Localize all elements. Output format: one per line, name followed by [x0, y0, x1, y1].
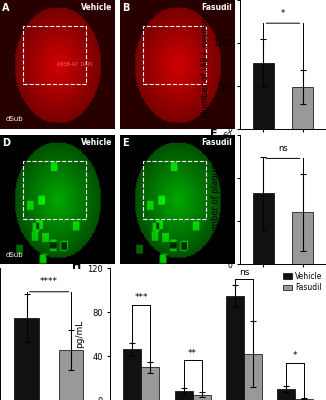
- Bar: [253, 193, 274, 264]
- Text: *: *: [281, 9, 285, 18]
- Bar: [59, 350, 83, 400]
- Text: E: E: [122, 138, 129, 148]
- Text: ns: ns: [278, 144, 288, 153]
- Bar: [244, 354, 262, 400]
- Bar: [14, 318, 39, 400]
- Bar: [277, 389, 295, 400]
- Text: Aβ38-42  DAPI: Aβ38-42 DAPI: [57, 62, 93, 67]
- Bar: [175, 391, 193, 400]
- Text: H: H: [72, 262, 81, 271]
- Bar: [253, 63, 274, 129]
- Y-axis label: Number of plaques: Number of plaques: [211, 159, 220, 240]
- Text: Fasudil: Fasudil: [202, 138, 232, 147]
- Text: A: A: [2, 2, 10, 12]
- Bar: [292, 212, 313, 264]
- Text: Vehicle: Vehicle: [81, 2, 112, 12]
- Y-axis label: pg/mL: pg/mL: [75, 320, 84, 348]
- Text: Vehicle: Vehicle: [81, 138, 112, 147]
- Text: D: D: [2, 138, 10, 148]
- Text: dSub: dSub: [6, 116, 23, 122]
- Text: Fasudil: Fasudil: [202, 2, 232, 12]
- Bar: [143, 26, 206, 84]
- Bar: [292, 87, 313, 129]
- Bar: [295, 399, 313, 400]
- Bar: [226, 296, 244, 400]
- Bar: [193, 394, 211, 400]
- Text: C: C: [210, 0, 218, 4]
- Text: ****: ****: [40, 278, 58, 286]
- Bar: [141, 367, 159, 400]
- Text: ***: ***: [135, 293, 148, 302]
- Legend: Vehicle, Fasudil: Vehicle, Fasudil: [283, 272, 322, 292]
- Bar: [23, 26, 86, 84]
- Bar: [23, 161, 86, 219]
- Text: F: F: [210, 129, 217, 139]
- Text: ns: ns: [239, 268, 249, 276]
- Text: dSub: dSub: [6, 252, 23, 258]
- Bar: [143, 161, 206, 219]
- Bar: [123, 350, 141, 400]
- Y-axis label: Number of iAβ+ neurons: Number of iAβ+ neurons: [201, 12, 210, 117]
- Text: B: B: [122, 2, 130, 12]
- Text: *: *: [293, 351, 297, 360]
- Text: **: **: [188, 349, 197, 358]
